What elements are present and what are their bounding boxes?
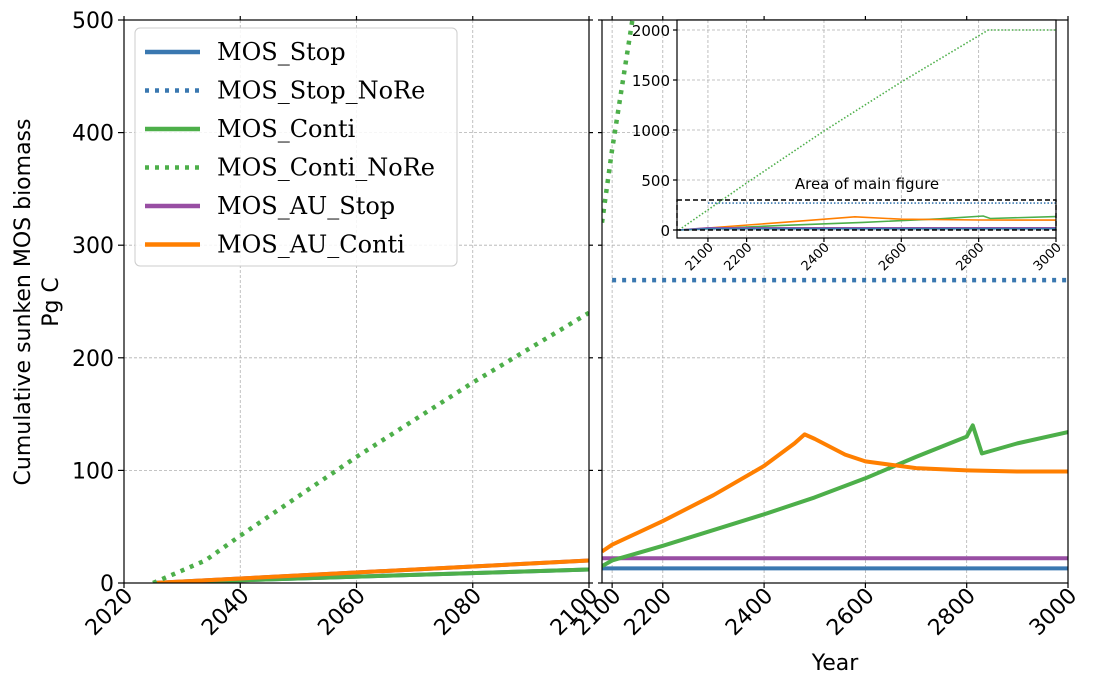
inset-x-tick-label: 2200 (721, 240, 755, 274)
left-series-mos-conti-nore (152, 310, 589, 583)
right-series-mos-conti-nore (602, 20, 635, 223)
legend-frame (134, 27, 458, 267)
y-tick-label: 400 (72, 122, 114, 147)
right-x-tick-label: 2400 (721, 584, 778, 641)
legend-label-mos-au-stop: MOS_AU_Stop (217, 192, 395, 220)
inset-y-tick-label: 1500 (632, 72, 670, 90)
inset-background (677, 20, 1056, 238)
inset-annotation: Area of main figure (795, 175, 939, 193)
inset-y-tick-label: 0 (660, 222, 670, 240)
legend-label-mos-conti-nore: MOS_Conti_NoRe (217, 154, 435, 182)
inset-series-mos-conti-nore (678, 29, 1056, 231)
y-tick-label: 300 (72, 234, 114, 259)
inset-frame (676, 19, 1057, 239)
right-x-tick-label: 3000 (1025, 584, 1082, 641)
inset-y-tick-label: 2000 (632, 22, 670, 40)
left-x-tick-label: 2080 (430, 584, 487, 641)
y-tick-label: 500 (72, 9, 114, 34)
y-axis-unit: Pg C (39, 277, 64, 327)
legend-label-mos-stop: MOS_Stop (217, 38, 346, 66)
legend: MOS_Stop MOS_Stop_NoRe MOS_Conti MOS_Conti_… (134, 27, 458, 267)
right-x-tick-label: 2800 (924, 584, 981, 641)
inset-plot: Area of main figure 05001000150020002100… (632, 19, 1065, 274)
legend-label-mos-au-conti: MOS_AU_Conti (217, 231, 405, 259)
inset-y-tick-label: 1000 (632, 122, 670, 140)
left-x-tick-label: 2040 (197, 584, 254, 641)
left-panel-series (152, 310, 589, 583)
inset-y-tick-label: 500 (641, 172, 670, 190)
left-panel-frame (123, 19, 590, 584)
y-tick-label: 0 (100, 572, 114, 597)
y-tick-label: 200 (72, 347, 114, 372)
y-tick-label: 100 (72, 459, 114, 484)
y-axis-label: Cumulative sunken MOS biomass (11, 119, 36, 486)
left-series-mos-au-conti (152, 558, 589, 583)
right-series-mos-au-conti (602, 432, 1068, 554)
left-x-tick-label: 2060 (313, 584, 370, 641)
inset-x-tick-label: 2600 (876, 240, 910, 274)
legend-label-mos-conti: MOS_Conti (217, 115, 356, 143)
right-x-tick-label: 2200 (620, 584, 677, 641)
legend-label-mos-stop-nore: MOS_Stop_NoRe (217, 77, 425, 105)
right-x-tick-label: 2600 (822, 584, 879, 641)
right-panel-series (602, 20, 1068, 571)
x-axis-label: Year (811, 651, 860, 676)
right-series-mos-conti (602, 423, 1068, 568)
